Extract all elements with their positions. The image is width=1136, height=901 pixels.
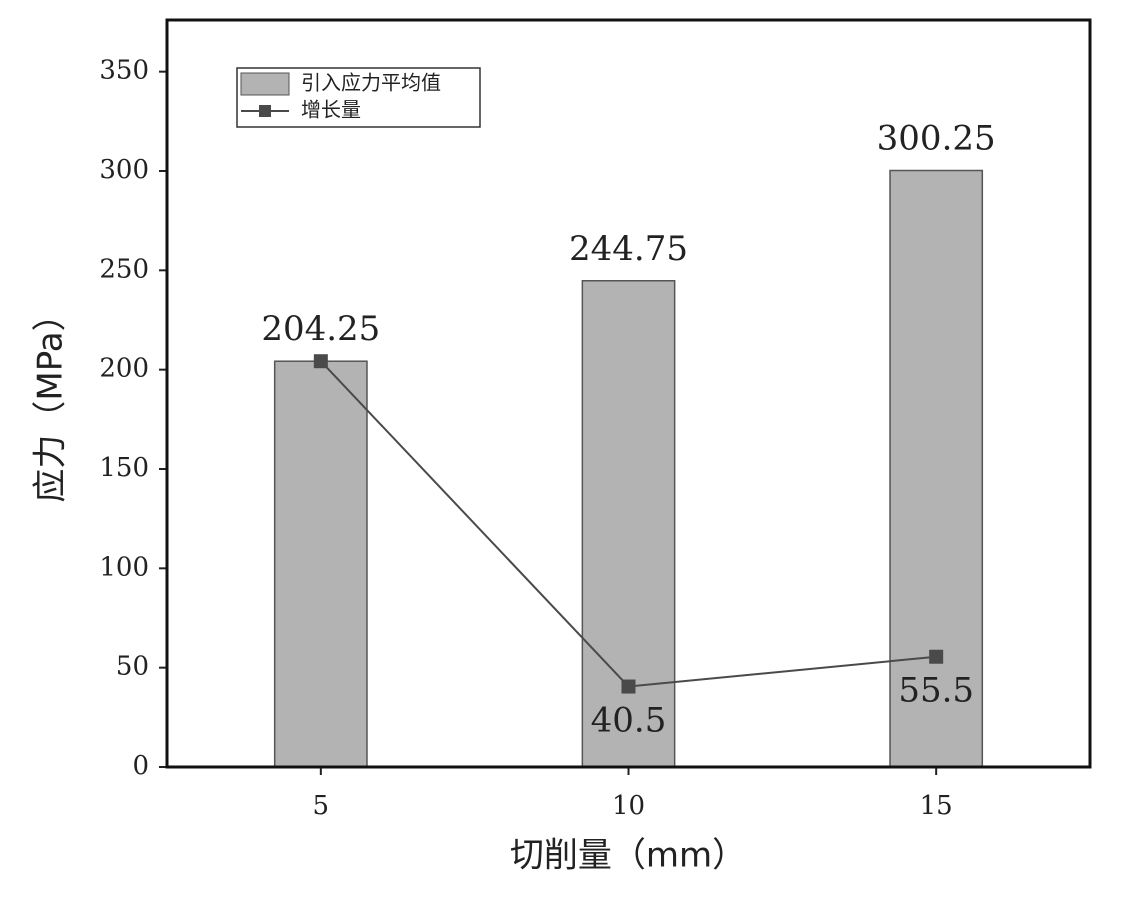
value-label: 204.25 — [261, 309, 380, 349]
marker — [313, 354, 328, 369]
marker — [929, 649, 944, 664]
y-tick-label: 100 — [99, 552, 149, 582]
legend-label: 增长量 — [301, 98, 361, 122]
y-tick-label: 300 — [99, 155, 149, 185]
y-tick-label: 0 — [132, 751, 149, 781]
value-label: 55.5 — [898, 671, 974, 711]
bar — [581, 280, 676, 768]
legend-marker — [259, 105, 271, 117]
value-label: 300.25 — [877, 118, 996, 158]
value-label: 244.75 — [569, 229, 688, 269]
plot-frame — [165, 18, 1092, 769]
y-tick-label: 350 — [99, 56, 149, 86]
bar — [273, 360, 368, 768]
x-tick-label: 10 — [612, 791, 645, 821]
x-tick-label: 15 — [920, 791, 953, 821]
legend-swatch — [240, 72, 290, 96]
bar — [889, 169, 984, 768]
x-tick-label: 5 — [313, 791, 330, 821]
y-axis-label: 应力（MPa） — [31, 297, 71, 502]
y-tick-label: 150 — [99, 453, 149, 483]
y-tick-label: 50 — [116, 652, 149, 682]
marker — [621, 679, 636, 694]
y-tick-label: 250 — [99, 254, 149, 284]
legend-label: 引入应力平均值 — [301, 71, 441, 95]
value-label: 40.5 — [591, 701, 667, 741]
y-tick-label: 200 — [99, 354, 149, 384]
x-axis-label: 切削量（mm） — [510, 836, 746, 876]
